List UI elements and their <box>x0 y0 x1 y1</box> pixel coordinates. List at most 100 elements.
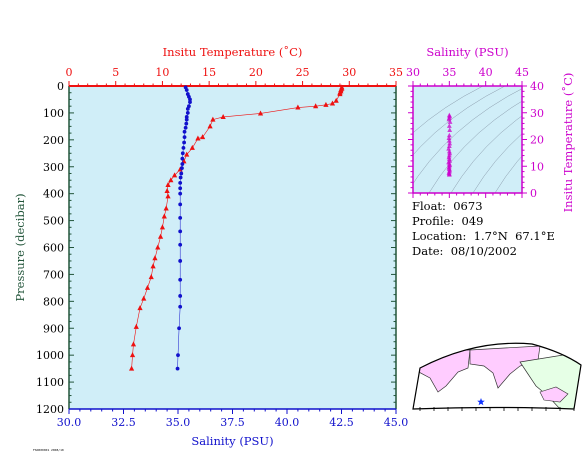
float-location-marker <box>477 398 485 406</box>
salinity-point <box>180 156 185 161</box>
ts-temperature-tick-label: 40 <box>530 80 544 93</box>
profile-label: Profile: 049 <box>412 214 484 228</box>
salinity-tick-label: 45.0 <box>384 416 409 429</box>
ts-temperature-tick-label: 0 <box>530 187 537 200</box>
pressure-tick-label: 400 <box>43 188 64 201</box>
salinity-point <box>178 242 183 247</box>
density-contour <box>494 155 522 193</box>
salinity-tick-label: 32.5 <box>111 416 136 429</box>
salinity-point <box>184 121 189 126</box>
salinity-point <box>185 106 190 111</box>
salinity-point <box>178 215 183 220</box>
ts-point <box>446 172 452 177</box>
temperature-axis-title: Insitu Temperature (˚C) <box>163 45 303 59</box>
ts-point <box>446 148 452 154</box>
ts-salinity-tick-label: 40 <box>479 66 493 79</box>
temperature-point <box>295 104 301 110</box>
temperature-tick-label: 0 <box>66 66 73 79</box>
salinity-point <box>180 151 185 156</box>
ts-point <box>446 152 452 158</box>
density-contour <box>413 88 522 184</box>
density-contour <box>428 100 522 193</box>
salinity-point <box>183 125 188 130</box>
pressure-tick-label: 900 <box>43 322 64 335</box>
density-contour <box>413 86 506 156</box>
salinity-point <box>177 326 181 331</box>
ts-point <box>446 138 452 143</box>
pressure-axis-title: Pressure (decibar) <box>13 193 27 301</box>
float-label: Float: 0673 <box>412 199 483 213</box>
salinity-point <box>184 115 189 119</box>
salinity-point <box>178 191 183 196</box>
pressure-tick-label: 200 <box>43 134 64 147</box>
temperature-tick-label: 30 <box>342 66 356 79</box>
salinity-point <box>178 202 183 207</box>
temperature-point <box>157 233 164 239</box>
ts-temperature-axis-title: Insitu Temperature (˚C) <box>561 73 575 213</box>
salinity-point <box>178 259 183 263</box>
temperature-point <box>165 182 171 188</box>
salinity-point <box>184 88 189 92</box>
ts-point <box>447 127 453 132</box>
temperature-tick-label: 20 <box>249 66 263 79</box>
ts-point <box>446 146 452 151</box>
temperature-point <box>150 263 156 269</box>
temperature-point <box>210 116 216 122</box>
temperature-tick-label: 5 <box>112 66 119 79</box>
ts-point <box>446 135 452 140</box>
pressure-tick-label: 1100 <box>36 376 64 389</box>
salinity-point <box>180 166 184 170</box>
salinity-point <box>178 294 183 298</box>
salinity-point <box>178 304 183 309</box>
salinity-point <box>178 186 183 191</box>
salinity-point <box>182 135 187 140</box>
temperature-tick-label: 10 <box>155 66 169 79</box>
ts-salinity-tick-label: 35 <box>442 66 456 79</box>
temperature-point <box>329 100 336 106</box>
temperature-point <box>200 134 206 140</box>
salinity-point <box>179 171 184 176</box>
plot-area <box>69 86 396 409</box>
salinity-point <box>178 181 183 185</box>
temperature-point <box>207 123 213 129</box>
density-contour <box>472 133 522 193</box>
temperature-point <box>141 295 147 301</box>
temperature-point <box>184 151 190 157</box>
temperature-point <box>163 205 169 211</box>
salinity-point <box>175 366 180 371</box>
temperature-point <box>220 113 226 119</box>
ts-point <box>447 140 453 146</box>
salinity-point <box>184 117 189 122</box>
temperature-point <box>257 110 264 116</box>
salinity-point <box>180 162 185 166</box>
temperature-point <box>337 91 343 97</box>
temperature-point <box>129 352 136 358</box>
temperature-point <box>161 213 167 219</box>
ts-point <box>447 119 453 124</box>
land-asia <box>469 345 541 389</box>
temperature-point <box>333 97 339 103</box>
salinity-tick-label: 42.5 <box>329 416 354 429</box>
temperature-point <box>159 224 166 230</box>
ts-point <box>446 132 452 138</box>
salinity-point <box>181 146 186 150</box>
temperature-point <box>171 172 178 178</box>
density-contour <box>450 115 522 193</box>
temperature-point <box>181 158 187 164</box>
temperature-point <box>313 103 319 109</box>
temperature-point <box>195 135 201 141</box>
temperature-point <box>130 341 137 347</box>
ts-point <box>446 143 452 148</box>
temperature-point <box>189 144 195 150</box>
ts-point <box>447 150 453 156</box>
salinity-point <box>178 175 183 180</box>
salinity-point <box>176 353 180 358</box>
pressure-tick-label: 600 <box>43 242 64 255</box>
temperature-point <box>164 187 170 193</box>
pressure-tick-label: 0 <box>57 80 64 93</box>
salinity-point <box>178 229 183 234</box>
map-land <box>414 345 581 409</box>
salinity-point <box>185 111 190 115</box>
temperature-point <box>128 365 135 371</box>
ts-temperature-tick-label: 30 <box>530 107 544 120</box>
